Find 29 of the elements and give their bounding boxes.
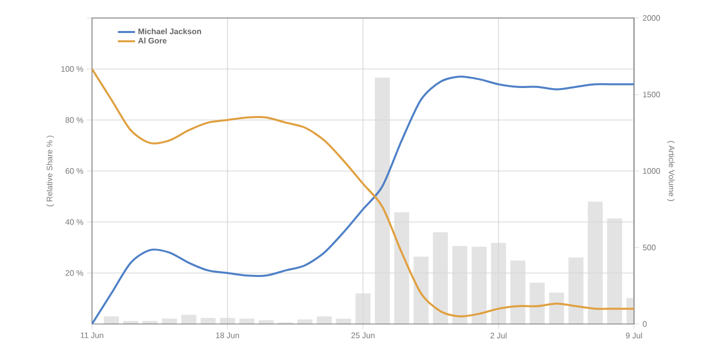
x-tick-label: 18 Jun: [216, 332, 239, 338]
bar: [181, 314, 196, 324]
y-tick-label: 20 %: [66, 270, 84, 276]
bar: [104, 316, 119, 324]
y-tick-label: 80 %: [66, 117, 84, 123]
legend-label: Michael Jackson: [138, 28, 202, 34]
legend-label: Al Gore: [138, 38, 167, 44]
y-tick-label: 40 %: [65, 219, 84, 225]
bar: [239, 318, 254, 324]
y-tick-label: 60 %: [66, 168, 84, 174]
x-tick-label: 25 Jun: [351, 332, 374, 338]
bar: [162, 318, 177, 324]
bar: [200, 318, 216, 324]
x-tick-label: 11 Jun: [80, 332, 104, 338]
y2-tick-label: 0: [642, 321, 647, 327]
y2-tick-label: 1500: [643, 92, 660, 98]
y2-tick-label: 500: [642, 244, 656, 250]
y2-tick-label: 2000: [642, 15, 660, 21]
bar: [258, 320, 274, 324]
y2-tick-label: 1000: [643, 168, 660, 174]
y-axis-title: ( Relative Share % ): [46, 136, 54, 206]
bar: [530, 282, 545, 324]
x-tick-label: 9 Jul: [626, 332, 642, 338]
bar: [549, 292, 564, 324]
y2-axis-title: ( Article Volume ): [667, 141, 675, 201]
y-tick-label: 100 %: [61, 66, 84, 72]
x-tick-label: 2 Jul: [490, 332, 506, 338]
bar: [316, 316, 332, 324]
bar: [336, 318, 352, 324]
